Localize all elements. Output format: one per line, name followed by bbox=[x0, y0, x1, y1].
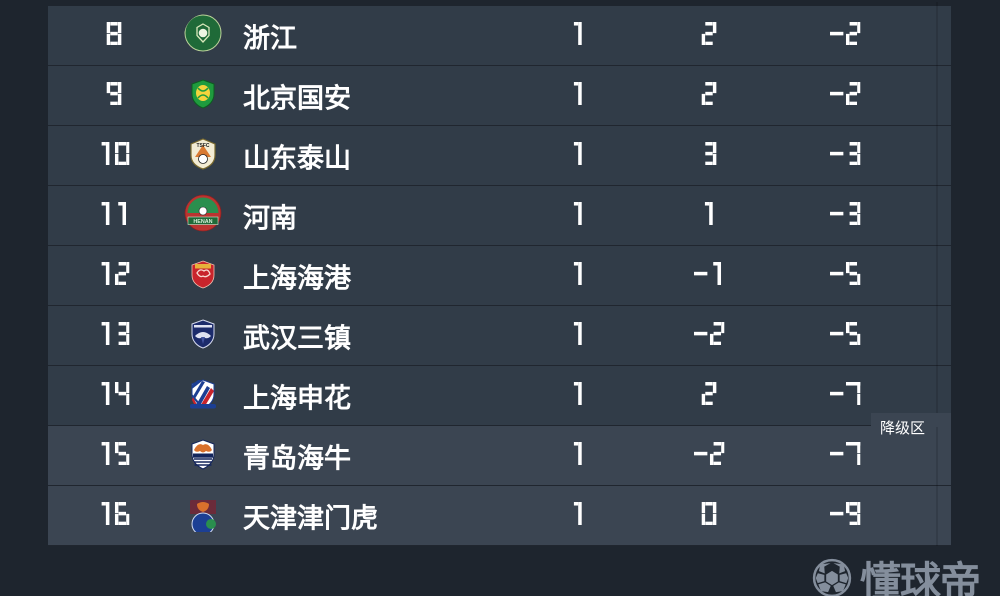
svg-text:HENAN: HENAN bbox=[193, 218, 212, 224]
svg-text:TSFC: TSFC bbox=[196, 143, 209, 149]
